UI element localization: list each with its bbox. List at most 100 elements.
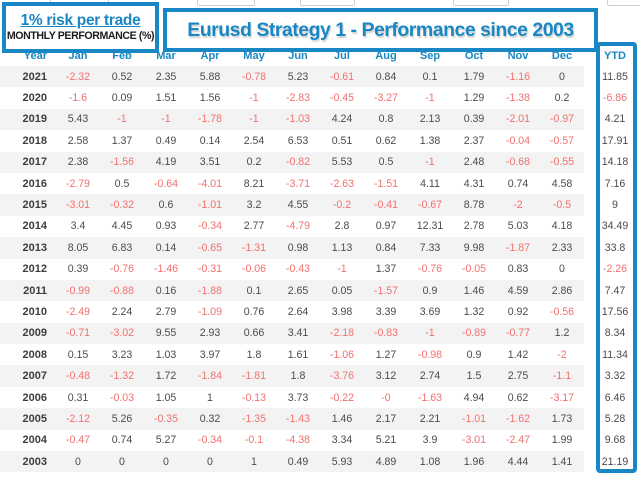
value-cell: 0 — [559, 70, 565, 83]
value-cell: -0.45 — [329, 92, 355, 105]
value-cell: 1.27 — [375, 348, 397, 361]
value-cell: 1.46 — [331, 412, 353, 425]
column-header-oct: Oct — [464, 50, 484, 62]
value-cell: 0.66 — [243, 327, 265, 340]
value-cell: -1 — [161, 113, 171, 126]
value-cell: -3.76 — [329, 370, 355, 383]
column-header-jul: Jul — [334, 50, 350, 62]
column-header-feb: Feb — [112, 50, 132, 62]
year-cell: 2012 — [22, 263, 47, 276]
value-cell: 2.33 — [551, 241, 573, 254]
column-header-apr: Apr — [200, 50, 220, 62]
value-cell: 2.78 — [463, 220, 485, 233]
value-cell: -1 — [425, 92, 435, 105]
value-cell: 3.98 — [331, 305, 353, 318]
value-cell: 0.84 — [375, 70, 397, 83]
value-cell: -2.01 — [505, 113, 531, 126]
value-cell: 0.1 — [246, 284, 262, 297]
value-cell: 5.03 — [507, 220, 529, 233]
value-cell: 2.21 — [419, 412, 441, 425]
ytd-cell: 21.19 — [584, 451, 640, 473]
value-cell: -3.01 — [65, 199, 91, 212]
value-cell: 0 — [75, 455, 81, 468]
value-cell: 0.31 — [67, 391, 89, 404]
year-cell: 2018 — [22, 134, 47, 147]
page-title: Eurusd Strategy 1 - Performance since 20… — [187, 18, 574, 41]
value-cell: 3.9 — [422, 434, 438, 447]
value-cell: -1.88 — [197, 284, 223, 297]
value-cell: -0.77 — [505, 327, 531, 340]
table-row-2011: 2011 -0.99 -0.88 0.16 -1.88 0.1 2.65 0.05 -1.57 0… — [0, 279, 640, 302]
value-cell: -0.76 — [417, 263, 443, 276]
value-cell: -1 — [425, 156, 435, 169]
cropped-field — [607, 0, 640, 6]
value-cell: 3.69 — [419, 305, 441, 318]
value-cell: -0.2 — [332, 199, 352, 212]
ytd-cell: 17.91 — [584, 130, 640, 152]
value-cell: -1.51 — [373, 177, 399, 190]
value-cell: -1.01 — [197, 199, 223, 212]
value-cell: -0.48 — [65, 370, 91, 383]
value-cell: 4.58 — [551, 177, 573, 190]
value-cell: -1.63 — [417, 391, 443, 404]
value-cell: 0 — [119, 455, 125, 468]
value-cell: -2.83 — [285, 92, 311, 105]
value-cell: -0.55 — [549, 156, 575, 169]
value-cell: 0.2 — [246, 156, 262, 169]
risk-annotation-box: 1% risk per trade MONTHLY PERFORMANCE (%… — [2, 2, 159, 53]
column-header-aug: Aug — [375, 50, 397, 62]
value-cell: 5.23 — [287, 70, 309, 83]
value-cell: 2.79 — [155, 305, 177, 318]
column-header-jan: Jan — [68, 50, 88, 62]
value-cell: 1.99 — [551, 434, 573, 447]
value-cell: 0.84 — [375, 241, 397, 254]
value-cell: 12.31 — [416, 220, 444, 233]
value-cell: 2.75 — [507, 370, 529, 383]
value-cell: 0.98 — [287, 241, 309, 254]
column-header-year: Year — [23, 50, 47, 62]
value-cell: 2.13 — [419, 113, 441, 126]
value-cell: -1.57 — [373, 284, 399, 297]
table-row-2007: 2007 -0.48 -1.32 1.72 -1.84 -1.81 1.8 -3.76 3.12… — [0, 365, 640, 387]
value-cell: 1 — [207, 391, 213, 404]
value-cell: 0.92 — [507, 305, 529, 318]
value-cell: 2.54 — [243, 134, 265, 147]
ytd-cell: -6.86 — [584, 87, 640, 109]
column-header-mar: Mar — [156, 50, 176, 62]
value-cell: 4.59 — [507, 284, 529, 297]
value-cell: -1.62 — [505, 412, 531, 425]
cropped-field — [300, 0, 355, 6]
value-cell: -1.06 — [329, 348, 355, 361]
value-cell: -1.31 — [241, 241, 267, 254]
value-cell: -1.38 — [505, 92, 531, 105]
value-cell: -1.09 — [197, 305, 223, 318]
year-cell: 2008 — [22, 348, 47, 361]
value-cell: -1.87 — [505, 241, 531, 254]
table-row-2005: 2005 -2.12 5.26 -0.35 0.32 -1.35 -1.43 1.46 2.17… — [0, 408, 640, 430]
table-row-2003: 2003 0 0 0 0 1 0.49 5.93 4.89 1.08 1.96 4.44 1.41 21.… — [0, 451, 640, 473]
value-cell: 1.38 — [419, 134, 441, 147]
value-cell: 3.4 — [70, 220, 86, 233]
value-cell: 1.03 — [155, 348, 177, 361]
value-cell: 0.52 — [111, 70, 133, 83]
value-cell: 3.39 — [375, 305, 397, 318]
value-cell: -0.22 — [329, 391, 355, 404]
value-cell: -0.71 — [65, 327, 91, 340]
year-cell: 2006 — [22, 391, 47, 404]
value-cell: -0.64 — [153, 177, 179, 190]
column-header-jun: Jun — [288, 50, 308, 62]
value-cell: 1.79 — [463, 70, 485, 83]
value-cell: 0.5 — [378, 156, 394, 169]
value-cell: 1.8 — [290, 370, 306, 383]
value-cell: 3.2 — [246, 199, 262, 212]
value-cell: 2.74 — [419, 370, 441, 383]
value-cell: 1.8 — [246, 348, 262, 361]
value-cell: 0.74 — [507, 177, 529, 190]
value-cell: 1.41 — [551, 455, 573, 468]
cropped-field — [453, 0, 509, 6]
value-cell: 7.33 — [419, 241, 441, 254]
monthly-performance-label: MONTHLY PERFORMANCE (%) — [6, 30, 155, 42]
value-cell: -1.1 — [552, 370, 572, 383]
year-cell: 2003 — [22, 455, 47, 468]
table-row-2016: 2016 -2.79 0.5 -0.64 -4.01 8.21 -3.71 -2.63 -1.5… — [0, 172, 640, 195]
